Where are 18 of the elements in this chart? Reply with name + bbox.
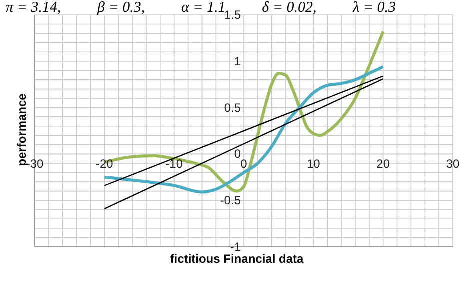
annotation: δ = 0.02,	[262, 0, 317, 17]
y-tick-label: -1	[230, 240, 242, 254]
x-axis-title: fictitious Financial data	[169, 252, 305, 266]
x-tick-label: 10	[306, 157, 321, 172]
y-tick-label: 0.5	[224, 100, 242, 115]
y-tick-label: 1	[234, 54, 242, 68]
annotation: α = 1.1	[181, 0, 226, 16]
x-tick-label: 20	[376, 157, 390, 172]
annotation: λ = 0.3	[353, 0, 396, 17]
y-tick-label: -0.5	[220, 194, 242, 208]
annotation: π = 3.14,	[6, 0, 62, 17]
y-tick-label: 0	[234, 147, 242, 162]
y-axis-title: performance	[15, 94, 29, 166]
annotation: β = 0.3,	[98, 0, 146, 17]
x-tick-label: -20	[96, 157, 114, 172]
x-tick-label: -10	[166, 157, 184, 172]
y-tick-label: 1.5	[224, 8, 242, 22]
x-tick-label: 30	[446, 157, 460, 172]
